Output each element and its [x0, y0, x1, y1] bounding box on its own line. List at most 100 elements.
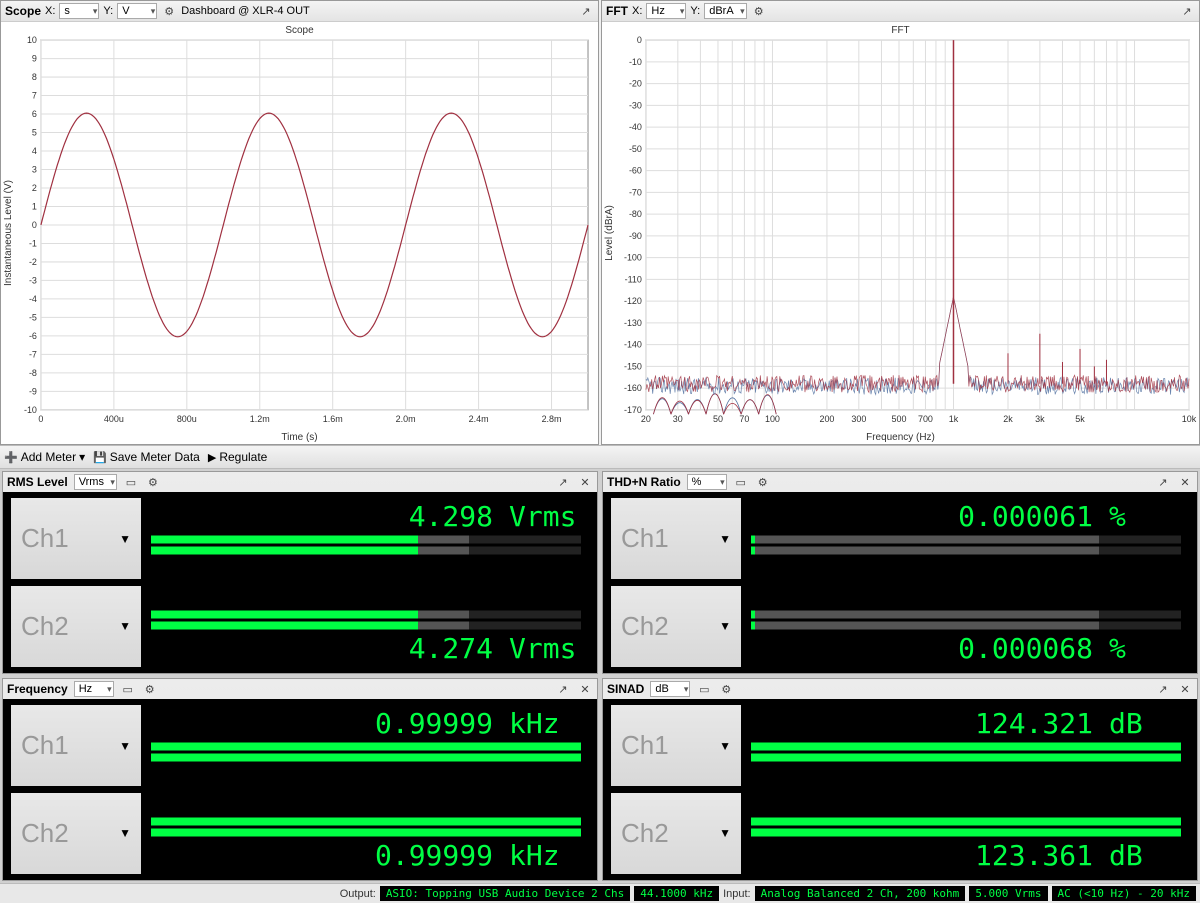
svg-text:200: 200 — [819, 414, 834, 424]
add-meter-button[interactable]: ➕Add Meter ▾ — [4, 450, 85, 464]
svg-text:1: 1 — [32, 201, 37, 211]
channel-label[interactable]: Ch2▼ — [611, 793, 741, 874]
channel-bar — [751, 536, 1181, 555]
popout-icon[interactable]: ↗ — [1155, 681, 1171, 697]
close-icon[interactable]: ✕ — [1177, 474, 1193, 490]
fft-chart[interactable]: FFT0-10-20-30-40-50-60-70-80-90-100-110-… — [602, 22, 1199, 444]
output-label: Output: — [340, 888, 376, 900]
meter-title: Frequency — [7, 682, 68, 696]
gear-icon[interactable]: ⚙ — [755, 474, 771, 490]
channel-label[interactable]: Ch1▼ — [611, 705, 741, 786]
channel-value: 4.298Vrms — [409, 500, 581, 533]
dropdown-icon: ▼ — [119, 739, 131, 753]
popout-icon[interactable]: ↗ — [555, 681, 571, 697]
save-meter-button[interactable]: 💾Save Meter Data — [93, 450, 200, 464]
dashboard-label: Dashboard @ XLR-4 OUT — [181, 5, 310, 17]
svg-text:6: 6 — [32, 109, 37, 119]
channel-label[interactable]: Ch1▼ — [11, 705, 141, 786]
scope-chart[interactable]: Scope-10-9-8-7-6-5-4-3-2-101234567891004… — [1, 22, 598, 444]
sample-rate-value: 44.1000 kHz — [634, 886, 719, 901]
svg-text:-160: -160 — [624, 383, 642, 393]
svg-text:5: 5 — [32, 128, 37, 138]
close-icon[interactable]: ✕ — [577, 681, 593, 697]
frequency-meter: Frequency Hz ▭ ⚙ ↗ ✕ Ch1▼ 0.99999kHz Ch2… — [2, 678, 598, 881]
channel-row: Ch1▼ 0.000061% — [611, 498, 1189, 579]
svg-text:-30: -30 — [629, 100, 642, 110]
channel-row: Ch2▼ 4.274Vrms — [11, 586, 589, 667]
channel-value: 4.274Vrms — [409, 632, 581, 665]
svg-text:1k: 1k — [949, 414, 959, 424]
svg-text:8: 8 — [32, 72, 37, 82]
channel-label[interactable]: Ch2▼ — [611, 586, 741, 667]
meter-header: SINAD dB ▭ ⚙ ↗ ✕ — [603, 679, 1197, 699]
gear-icon[interactable]: ⚙ — [145, 474, 161, 490]
fft-x-select[interactable]: Hz — [646, 3, 686, 19]
meter-header: Frequency Hz ▭ ⚙ ↗ ✕ — [3, 679, 597, 699]
save-meter-label: Save Meter Data — [110, 450, 200, 464]
svg-text:-100: -100 — [624, 253, 642, 263]
svg-text:Time (s): Time (s) — [281, 432, 317, 443]
dropdown-icon: ▼ — [119, 532, 131, 546]
scope-x-label: X: — [45, 5, 55, 17]
svg-text:1.6m: 1.6m — [323, 414, 343, 424]
svg-text:300: 300 — [851, 414, 866, 424]
channel-row: Ch1▼ 0.99999kHz — [11, 705, 589, 786]
channel-row: Ch1▼ 124.321dB — [611, 705, 1189, 786]
close-icon[interactable]: ✕ — [577, 474, 593, 490]
popout-icon[interactable]: ↗ — [1155, 474, 1171, 490]
meter-unit-select[interactable]: % — [687, 474, 727, 490]
channel-label[interactable]: Ch2▼ — [11, 793, 141, 874]
meter-title: RMS Level — [7, 475, 68, 489]
channel-label[interactable]: Ch2▼ — [11, 586, 141, 667]
popout-icon[interactable]: ↗ — [578, 3, 594, 19]
gear-icon[interactable]: ⚙ — [142, 681, 158, 697]
svg-text:-6: -6 — [29, 331, 37, 341]
meter-settings-icon[interactable]: ▭ — [696, 681, 712, 697]
svg-text:-80: -80 — [629, 209, 642, 219]
svg-text:7: 7 — [32, 91, 37, 101]
scope-y-select[interactable]: V — [117, 3, 157, 19]
svg-text:10k: 10k — [1182, 414, 1197, 424]
meter-header: THD+N Ratio % ▭ ⚙ ↗ ✕ — [603, 472, 1197, 492]
popout-icon[interactable]: ↗ — [1179, 3, 1195, 19]
meter-body: Ch1▼ 4.298Vrms Ch2▼ 4.274Vrms — [3, 492, 597, 673]
channel-bar — [751, 817, 1181, 836]
meter-settings-icon[interactable]: ▭ — [123, 474, 139, 490]
popout-icon[interactable]: ↗ — [555, 474, 571, 490]
regulate-button[interactable]: ▶Regulate — [208, 450, 268, 464]
svg-text:400u: 400u — [104, 414, 124, 424]
sinad-meter: SINAD dB ▭ ⚙ ↗ ✕ Ch1▼ 124.321dB Ch2▼ 123… — [602, 678, 1198, 881]
gear-icon[interactable]: ⚙ — [751, 3, 767, 19]
scope-x-select[interactable]: s — [59, 3, 99, 19]
channel-bar — [151, 743, 581, 762]
svg-text:-130: -130 — [624, 318, 642, 328]
gear-icon[interactable]: ⚙ — [718, 681, 734, 697]
meters-grid: RMS Level Vrms ▭ ⚙ ↗ ✕ Ch1▼ 4.298Vrms Ch… — [0, 469, 1200, 883]
svg-text:Instantaneous Level (V): Instantaneous Level (V) — [3, 180, 14, 286]
gear-icon[interactable]: ⚙ — [161, 3, 177, 19]
rms-meter: RMS Level Vrms ▭ ⚙ ↗ ✕ Ch1▼ 4.298Vrms Ch… — [2, 471, 598, 674]
svg-text:-60: -60 — [629, 166, 642, 176]
channel-value: 124.321dB — [975, 707, 1181, 740]
input-value: Analog Balanced 2 Ch, 200 kohm — [755, 886, 966, 901]
fft-y-select[interactable]: dBrA — [704, 3, 746, 19]
meter-unit-select[interactable]: dB — [650, 681, 690, 697]
channel-label[interactable]: Ch1▼ — [11, 498, 141, 579]
fft-title: FFT — [606, 4, 628, 18]
channel-bar — [151, 610, 581, 629]
meter-unit-select[interactable]: Hz — [74, 681, 114, 697]
dropdown-icon: ▼ — [119, 619, 131, 633]
close-icon[interactable]: ✕ — [1177, 681, 1193, 697]
range-value: 5.000 Vrms — [969, 886, 1047, 901]
fft-x-label: X: — [632, 5, 642, 17]
meter-settings-icon[interactable]: ▭ — [120, 681, 136, 697]
channel-label[interactable]: Ch1▼ — [611, 498, 741, 579]
status-bar: Output: ASIO: Topping USB Audio Device 2… — [0, 883, 1200, 903]
meter-settings-icon[interactable]: ▭ — [733, 474, 749, 490]
meter-body: Ch1▼ 0.000061% Ch2▼ 0.000068% — [603, 492, 1197, 673]
svg-text:0: 0 — [38, 414, 43, 424]
meter-unit-select[interactable]: Vrms — [74, 474, 117, 490]
channel-value: 0.99999kHz — [375, 839, 581, 872]
dropdown-icon: ▼ — [719, 826, 731, 840]
svg-text:1.2m: 1.2m — [250, 414, 270, 424]
